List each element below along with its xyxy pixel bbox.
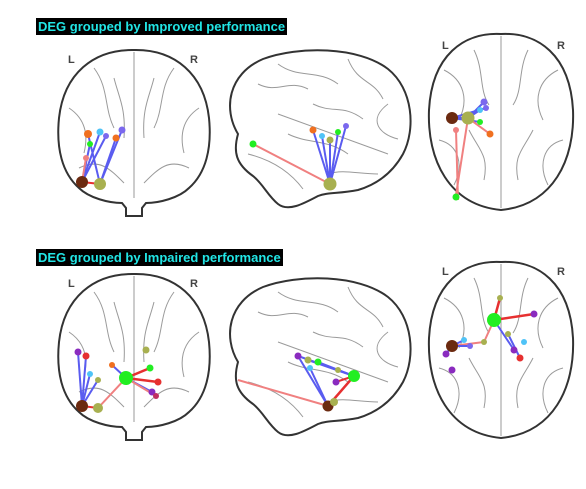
axial-left-label-improved: L [442, 40, 449, 52]
axial-left-label-impaired: L [442, 266, 449, 278]
coronal-right-label-improved: R [190, 54, 198, 66]
panel-title-improved: DEG grouped by Improved performance [36, 18, 288, 35]
connectome-nodes-sagittal-impaired [294, 352, 360, 412]
axial-view-improved [427, 32, 575, 212]
connectome-nodes-coronal-improved [76, 126, 126, 190]
coronal-left-label-improved: L [68, 54, 75, 66]
coronal-right-label-impaired: R [190, 278, 198, 290]
axial-right-label-impaired: R [557, 266, 565, 278]
connectome-nodes-axial-impaired [442, 295, 538, 374]
connectome-nodes-coronal-impaired [74, 346, 162, 413]
connectome-nodes-sagittal-improved [249, 123, 349, 191]
connectome-edges-coronal-improved [81, 129, 123, 185]
sagittal-view-improved [229, 49, 412, 209]
axial-right-label-improved: R [557, 40, 565, 52]
connectome-nodes-axial-improved [446, 98, 494, 201]
sagittal-view-impaired [229, 277, 412, 437]
coronal-view-impaired [57, 273, 211, 441]
connectome-edges-sagittal-improved [252, 125, 347, 185]
coronal-view-improved [57, 49, 211, 217]
panel-title-impaired: DEG grouped by Impaired performance [36, 249, 283, 266]
coronal-left-label-impaired: L [68, 278, 75, 290]
axial-view-impaired [427, 260, 575, 440]
